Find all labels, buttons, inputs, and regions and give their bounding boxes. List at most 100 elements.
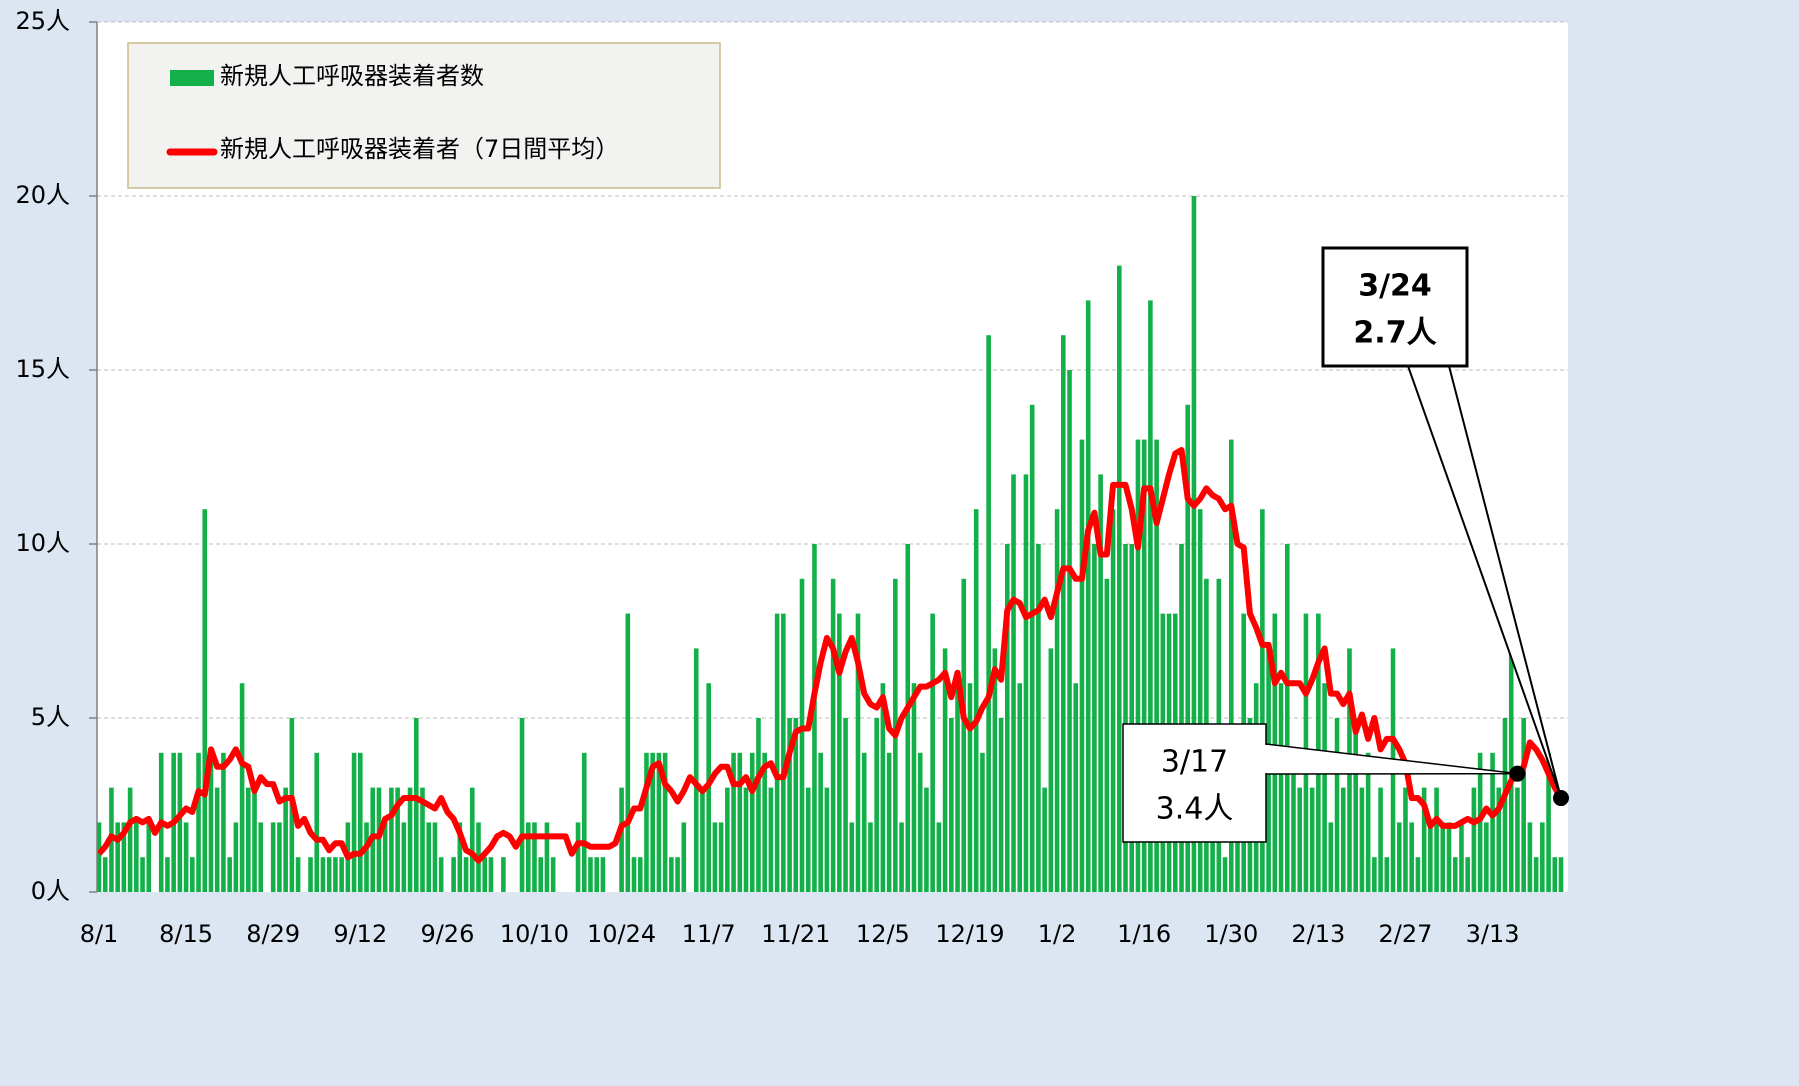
bar xyxy=(1353,718,1358,892)
legend-label: 新規人工呼吸器装着者数 xyxy=(220,62,484,90)
bar xyxy=(992,648,998,892)
callout-box xyxy=(1321,246,1469,368)
bar xyxy=(283,787,288,892)
bar xyxy=(1465,857,1470,892)
bar xyxy=(326,857,332,892)
bar xyxy=(463,857,469,892)
bar xyxy=(221,752,226,892)
bar xyxy=(712,822,718,892)
bar xyxy=(1185,404,1191,892)
bar xyxy=(1340,787,1346,892)
bar xyxy=(1284,544,1290,892)
bar xyxy=(115,822,120,892)
bar xyxy=(1502,718,1508,892)
bar xyxy=(1191,196,1197,892)
bar xyxy=(793,718,799,892)
bar xyxy=(1328,822,1334,892)
bar xyxy=(196,752,201,892)
bar xyxy=(1334,718,1340,892)
bar xyxy=(482,857,488,892)
bar xyxy=(208,752,214,892)
bar xyxy=(525,822,531,892)
bar xyxy=(140,857,145,892)
callout: 3/24 2.7人 xyxy=(1321,246,1562,799)
bar xyxy=(401,822,407,892)
bar xyxy=(1116,265,1122,893)
bar xyxy=(239,683,245,892)
bar xyxy=(1421,787,1427,892)
bar xyxy=(121,822,127,892)
bar xyxy=(955,683,960,892)
bar xyxy=(1060,335,1066,892)
bar xyxy=(824,787,830,892)
bar xyxy=(1409,822,1414,892)
bar xyxy=(662,752,668,892)
bar xyxy=(1085,300,1091,892)
bar xyxy=(413,718,419,892)
bar xyxy=(538,857,544,892)
bar xyxy=(252,787,257,892)
bar xyxy=(314,752,320,892)
annotation-point xyxy=(1553,790,1569,807)
bar xyxy=(1533,857,1539,892)
bar xyxy=(432,822,438,892)
bar xyxy=(127,787,133,892)
bar xyxy=(1446,822,1452,892)
x-tick-label: 1/16 xyxy=(1117,920,1171,948)
annotation-value: 2.7人 xyxy=(1353,316,1436,351)
bar xyxy=(917,752,923,892)
bar xyxy=(339,857,344,892)
bar xyxy=(102,857,108,892)
bar xyxy=(1452,857,1458,892)
bar xyxy=(1484,822,1489,892)
bar xyxy=(1036,544,1041,892)
bar xyxy=(731,752,736,892)
annotation-date: 3/24 xyxy=(1358,269,1432,304)
bar xyxy=(1235,822,1240,892)
bar xyxy=(1309,787,1315,892)
bar xyxy=(1005,544,1010,892)
bar xyxy=(980,752,985,892)
bar xyxy=(886,752,892,892)
bar xyxy=(718,822,724,892)
bar xyxy=(1434,787,1439,892)
bar xyxy=(1110,509,1116,892)
bar xyxy=(1496,787,1502,892)
bar xyxy=(805,787,811,892)
bar xyxy=(1428,822,1433,892)
bar xyxy=(787,718,792,892)
bar xyxy=(837,613,842,892)
x-tick-label: 12/5 xyxy=(856,920,910,948)
bar xyxy=(855,613,861,892)
y-tick-label: 25人 xyxy=(15,7,70,35)
bar xyxy=(1403,787,1408,892)
bar xyxy=(986,335,991,892)
bar xyxy=(258,822,264,892)
bar xyxy=(681,822,687,892)
bar xyxy=(308,857,313,892)
bar xyxy=(382,822,388,892)
bar xyxy=(1129,544,1135,892)
bar xyxy=(233,822,239,892)
bar xyxy=(600,857,606,892)
bar xyxy=(812,544,817,892)
bar xyxy=(762,752,767,892)
bar xyxy=(774,613,780,892)
bar xyxy=(693,648,699,892)
annotation-value: 3.4人 xyxy=(1156,792,1234,827)
bar xyxy=(768,787,774,892)
bar xyxy=(899,822,904,892)
bar xyxy=(165,857,170,892)
x-tick-label: 11/7 xyxy=(682,920,736,948)
x-tick-label: 1/2 xyxy=(1038,920,1077,948)
bar xyxy=(725,787,730,892)
y-tick-label: 20人 xyxy=(15,181,70,209)
bar xyxy=(1197,509,1203,892)
bar xyxy=(1017,683,1023,892)
bar xyxy=(868,822,873,892)
y-tick-label: 10人 xyxy=(15,529,70,557)
bar xyxy=(1092,544,1097,892)
bar xyxy=(1154,439,1159,892)
bar xyxy=(1552,857,1558,892)
